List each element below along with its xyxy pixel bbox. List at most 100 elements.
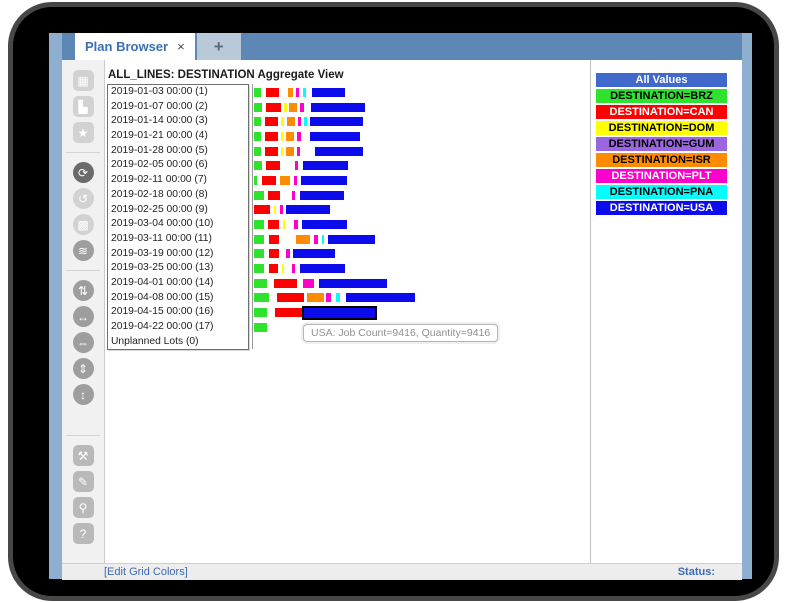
bar-segment-usa[interactable] xyxy=(311,102,365,112)
fit-all-icon[interactable]: ⇅ xyxy=(72,280,94,301)
bar-segment-can[interactable] xyxy=(274,278,297,288)
grid-dots-icon[interactable]: ▩ xyxy=(72,214,94,235)
row-label[interactable]: 2019-04-01 00:00 (14) xyxy=(111,276,214,288)
row-label[interactable]: 2019-01-28 00:00 (5) xyxy=(111,144,208,156)
bar-segment-can[interactable] xyxy=(254,205,270,215)
bar-segment-usa[interactable] xyxy=(346,293,415,303)
help-icon[interactable]: ? xyxy=(72,523,94,544)
legend-item-can[interactable]: DESTINATION=CAN xyxy=(596,105,727,119)
bar-segment-isr[interactable] xyxy=(280,175,290,185)
bar-segment-usa[interactable] xyxy=(312,87,345,97)
bar-segment-usa[interactable] xyxy=(315,146,363,156)
bar-segment-isr[interactable] xyxy=(289,102,297,112)
bar-segment-plt[interactable] xyxy=(314,234,318,244)
bar-segment-plt[interactable] xyxy=(300,102,304,112)
row-label[interactable]: 2019-02-05 00:00 (6) xyxy=(111,159,208,171)
bar-segment-can[interactable] xyxy=(265,146,278,156)
row-label[interactable]: 2019-03-25 00:00 (13) xyxy=(111,262,214,274)
bar-segment-brz[interactable] xyxy=(254,117,261,127)
edit-grid-colors-link[interactable]: [Edit Grid Colors] xyxy=(104,566,188,578)
fit-height-icon[interactable]: ↕ xyxy=(72,384,94,405)
bar-segment-plt[interactable] xyxy=(286,249,290,259)
row-label[interactable]: 2019-02-25 00:00 (9) xyxy=(111,203,208,215)
bar-segment-can[interactable] xyxy=(275,308,302,318)
row-label[interactable]: 2019-03-19 00:00 (12) xyxy=(111,247,214,259)
chart-view-icon[interactable]: ▙ xyxy=(72,96,94,117)
bar-segment-usa[interactable] xyxy=(310,131,360,141)
bar-segment-can[interactable] xyxy=(269,234,279,244)
new-tab-button[interactable]: + xyxy=(196,33,241,60)
bar-segment-isr[interactable] xyxy=(286,131,294,141)
legend-item-isr[interactable]: DESTINATION=ISR xyxy=(596,153,727,167)
key-icon[interactable]: ⚲ xyxy=(72,497,94,518)
row-label[interactable]: 2019-03-04 00:00 (10) xyxy=(111,218,214,230)
row-label[interactable]: 2019-01-07 00:00 (2) xyxy=(111,100,208,112)
expand-width-icon[interactable]: ⇔ xyxy=(72,332,94,353)
row-label[interactable]: 2019-01-14 00:00 (3) xyxy=(111,115,208,127)
bar-segment-dom[interactable] xyxy=(274,205,276,215)
bar-segment-plt[interactable] xyxy=(292,264,295,274)
bar-segment-brz[interactable] xyxy=(254,278,267,288)
legend-item-brz[interactable]: DESTINATION=BRZ xyxy=(596,89,727,103)
bar-segment-brz[interactable] xyxy=(254,190,264,200)
bar-segment-dom[interactable] xyxy=(282,264,284,274)
bar-segment-usa[interactable] xyxy=(302,305,377,320)
bar-segment-plt[interactable] xyxy=(294,220,298,230)
bar-segment-plt[interactable] xyxy=(294,175,297,185)
bar-segment-brz[interactable] xyxy=(254,87,261,97)
bar-segment-dom[interactable] xyxy=(283,220,285,230)
row-label[interactable]: 2019-04-15 00:00 (16) xyxy=(111,306,214,318)
bar-segment-can[interactable] xyxy=(269,264,278,274)
bar-segment-isr[interactable] xyxy=(286,146,294,156)
settings-wrench-icon[interactable]: ⚒ xyxy=(72,445,94,466)
row-label[interactable]: 2019-04-22 00:00 (17) xyxy=(111,321,214,332)
bar-segment-isr[interactable] xyxy=(287,117,295,127)
table-view-icon[interactable]: ▦ xyxy=(72,70,94,91)
bar-segment-brz[interactable] xyxy=(254,220,264,230)
bar-segment-can[interactable] xyxy=(266,161,280,171)
bar-segment-isr[interactable] xyxy=(307,293,324,303)
legend-item-plt[interactable]: DESTINATION=PLT xyxy=(596,169,727,183)
bar-segment-can[interactable] xyxy=(266,87,279,97)
bar-segment-brz[interactable] xyxy=(254,161,262,171)
bar-segment-usa[interactable] xyxy=(300,264,345,274)
bar-segment-usa[interactable] xyxy=(293,249,335,259)
bar-segment-brz[interactable] xyxy=(254,175,257,185)
bar-segment-brz[interactable] xyxy=(254,322,267,332)
bar-segment-brz[interactable] xyxy=(254,102,262,112)
bar-segment-plt[interactable] xyxy=(297,131,301,141)
bar-segment-isr[interactable] xyxy=(288,87,293,97)
legend-item-dom[interactable]: DESTINATION=DOM xyxy=(596,121,727,135)
row-label[interactable]: 2019-02-18 00:00 (8) xyxy=(111,188,208,200)
bar-segment-plt[interactable] xyxy=(297,146,300,156)
bar-segment-plt[interactable] xyxy=(303,278,314,288)
bar-segment-plt[interactable] xyxy=(296,87,299,97)
bar-segment-usa[interactable] xyxy=(300,190,344,200)
bar-segment-pna[interactable] xyxy=(322,234,324,244)
bar-segment-brz[interactable] xyxy=(254,249,264,259)
bar-segment-plt[interactable] xyxy=(280,205,283,215)
close-icon[interactable]: × xyxy=(177,39,185,54)
tab-plan-browser[interactable]: Plan Browser × xyxy=(75,33,195,60)
bar-segment-can[interactable] xyxy=(268,220,279,230)
bar-segment-can[interactable] xyxy=(265,131,278,141)
bar-segment-can[interactable] xyxy=(265,117,278,127)
bar-segment-brz[interactable] xyxy=(254,293,269,303)
row-label[interactable]: 2019-01-03 00:00 (1) xyxy=(111,86,208,97)
row-label[interactable]: 2019-04-08 00:00 (15) xyxy=(111,291,214,303)
bar-segment-brz[interactable] xyxy=(254,234,264,244)
favorites-star-icon[interactable]: ★ xyxy=(72,122,94,143)
bar-segment-usa[interactable] xyxy=(302,220,347,230)
bar-segment-usa[interactable] xyxy=(301,175,347,185)
bar-segment-can[interactable] xyxy=(262,175,276,185)
bar-segment-plt[interactable] xyxy=(295,161,298,171)
bar-segment-dom[interactable] xyxy=(281,131,283,141)
bar-segment-brz[interactable] xyxy=(254,308,267,318)
refresh-icon[interactable]: ⟳ xyxy=(72,162,94,183)
row-label[interactable]: Unplanned Lots (0) xyxy=(111,335,199,347)
row-label[interactable]: 2019-02-11 00:00 (7) xyxy=(111,174,207,186)
legend-item-gum[interactable]: DESTINATION=GUM xyxy=(596,137,727,151)
bar-segment-dom[interactable] xyxy=(284,102,287,112)
bar-segment-pna[interactable] xyxy=(303,87,306,97)
bar-segment-usa[interactable] xyxy=(319,278,387,288)
